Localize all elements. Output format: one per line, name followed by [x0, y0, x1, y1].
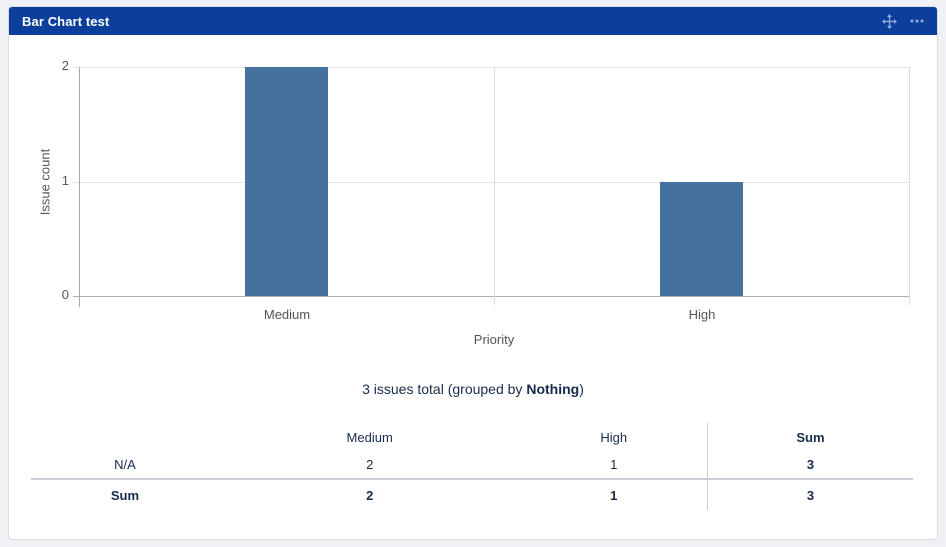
gadget-bar-chart: Bar Chart test	[8, 6, 938, 540]
y-axis-line	[79, 67, 80, 307]
table-cell: 1	[610, 457, 618, 472]
table-cell: 3	[706, 478, 913, 510]
gridline	[73, 296, 909, 297]
gadget-title: Bar Chart test	[22, 13, 110, 29]
gadget-header: Bar Chart test	[9, 7, 937, 35]
gadget-actions	[882, 13, 924, 29]
table-cell: 2	[366, 457, 374, 472]
gridline	[73, 182, 909, 183]
plot-right-line	[909, 67, 910, 305]
table-row-n-a: N/A 2 1 3	[31, 451, 913, 479]
results-table: Medium High Sum N/A 2 1 3 Sum 2 1 3	[31, 423, 913, 510]
x-tick-label-high: High	[688, 307, 716, 322]
y-tick-label: 1	[61, 173, 69, 188]
gridline	[73, 67, 909, 68]
column-header-sum: Sum	[706, 423, 913, 451]
bar-chart: Issue count Priority 0 1 2 Medium High	[9, 35, 937, 365]
x-axis-title: Priority	[473, 332, 515, 347]
summary-prefix: 3 issues total (grouped by	[362, 381, 527, 397]
drag-move-icon[interactable]	[882, 13, 897, 29]
column-header-blank	[31, 423, 219, 451]
y-tick-label: 2	[61, 58, 69, 73]
bar-high[interactable]	[660, 182, 743, 296]
table-header-row: Medium High Sum	[31, 423, 913, 451]
ellipsis-menu-icon[interactable]	[910, 14, 924, 28]
results-table-body: N/A 2 1 3 Sum 2 1 3	[31, 451, 913, 510]
table-cell: 3	[706, 451, 913, 479]
table-row-sum: Sum 2 1 3	[31, 478, 913, 510]
y-tick-label: 0	[61, 287, 69, 302]
category-divider-line	[494, 67, 495, 305]
table-cell: 1	[520, 478, 708, 510]
bar-medium[interactable]	[245, 67, 328, 296]
results-table-head: Medium High Sum	[31, 423, 913, 451]
x-tick-label-medium: Medium	[263, 307, 311, 322]
summary-text: 3 issues total (grouped by Nothing)	[9, 381, 937, 397]
row-label: N/A	[114, 457, 136, 472]
summary-suffix: )	[579, 381, 584, 397]
column-header-medium: Medium	[346, 429, 393, 445]
row-label: Sum	[31, 478, 219, 510]
column-header-high: High	[600, 429, 628, 445]
table-cell: 2	[218, 478, 521, 510]
summary-group-name: Nothing	[526, 381, 580, 397]
